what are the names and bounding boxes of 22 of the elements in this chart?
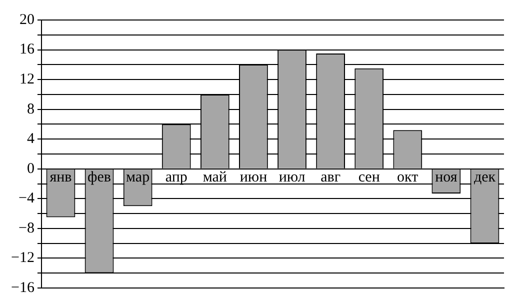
y-tick-label: 20 bbox=[19, 12, 34, 28]
y-tick-label: 8 bbox=[26, 101, 34, 118]
x-tick-label: янв bbox=[50, 169, 72, 186]
x-tick-label: ноя bbox=[435, 169, 458, 186]
x-tick-label: фев bbox=[88, 169, 112, 186]
y-tick-label: 16 bbox=[19, 42, 35, 58]
x-tick-label: июн bbox=[240, 169, 268, 186]
y-tick-label: −4 bbox=[18, 190, 35, 207]
x-tick-label: дек bbox=[474, 169, 496, 186]
y-tick-label: 12 bbox=[19, 71, 34, 88]
y-tick-label: 0 bbox=[26, 160, 34, 177]
x-tick-label: май bbox=[202, 169, 227, 186]
y-tick-label: 4 bbox=[26, 131, 35, 148]
y-tick-label: −16 bbox=[10, 280, 35, 296]
x-tick-label: июл bbox=[278, 169, 306, 186]
x-tick-label: апр bbox=[165, 169, 188, 186]
x-tick-label: сен bbox=[358, 169, 380, 186]
x-tick-label: окт bbox=[397, 169, 419, 186]
y-tick-label: −8 bbox=[18, 220, 34, 236]
x-tick-label: мар bbox=[126, 169, 150, 186]
x-tick-label: авг bbox=[320, 169, 340, 186]
y-tick-label: −12 bbox=[10, 250, 34, 266]
